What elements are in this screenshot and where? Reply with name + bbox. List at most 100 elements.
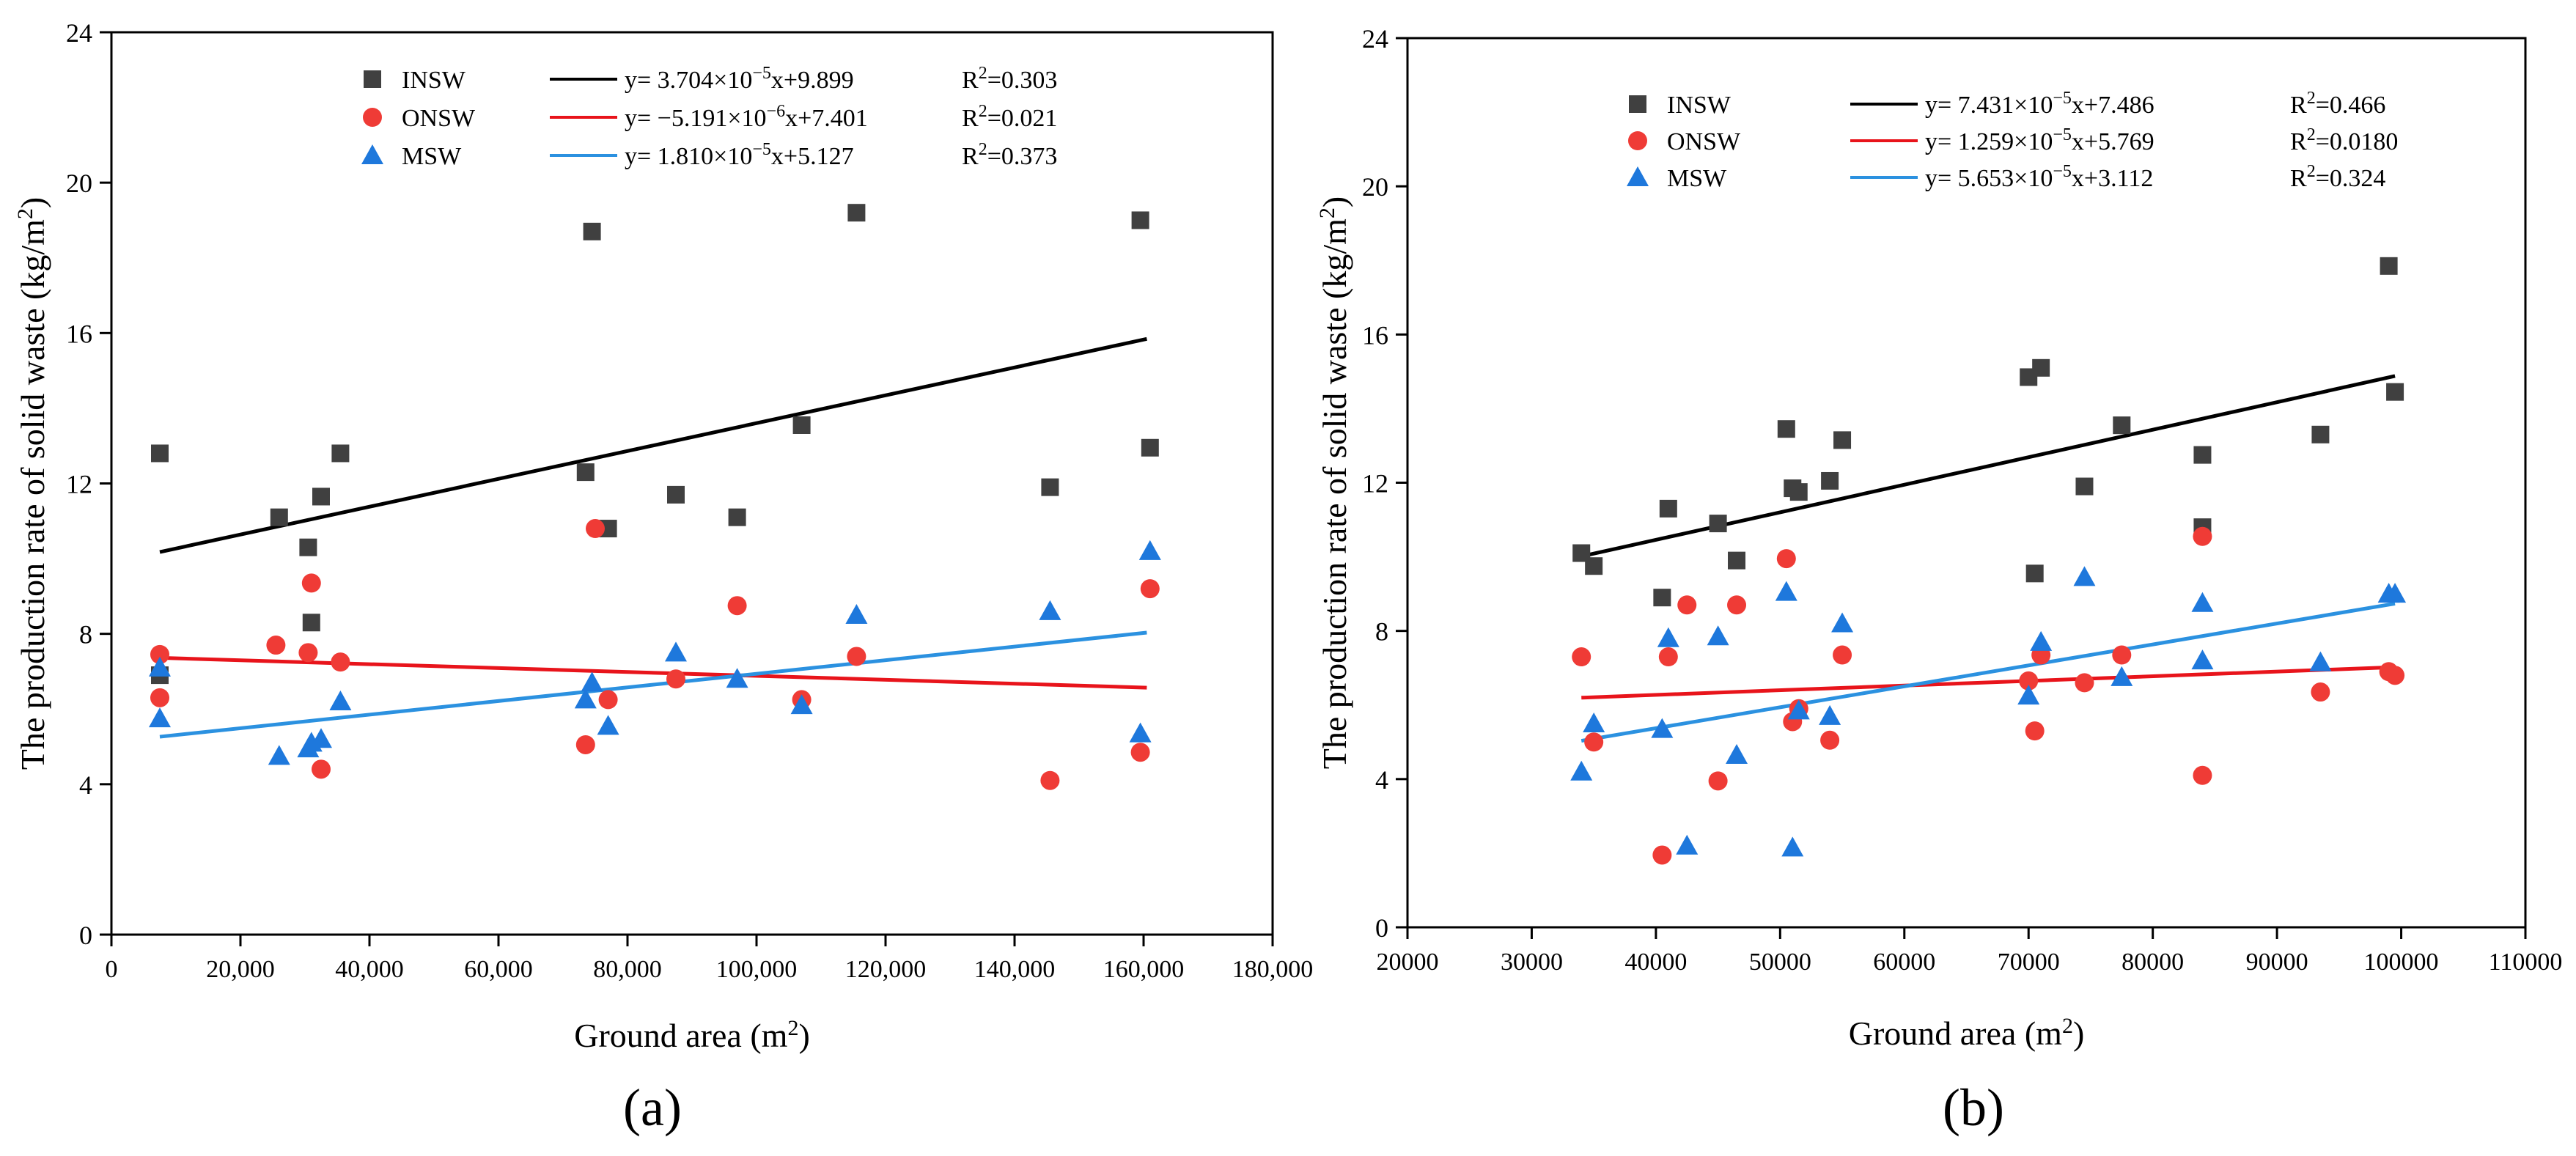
data-point-insw (1585, 557, 1603, 575)
data-point-msw (1781, 836, 1804, 857)
data-point-onsw (598, 690, 618, 710)
data-point-insw (302, 614, 320, 632)
x-tick-label: 100,000 (716, 956, 798, 983)
data-point-msw (1651, 718, 1674, 738)
data-point-onsw (1652, 845, 1672, 865)
data-point-insw (2193, 446, 2212, 464)
data-point-msw (1787, 699, 1810, 720)
x-tick-label: 60000 (1873, 949, 1935, 976)
fit-r2-insw: R2=0.466 (2290, 89, 2385, 119)
data-point-insw (847, 204, 866, 222)
data-point-onsw (1040, 770, 1060, 790)
data-point-onsw (2025, 721, 2045, 741)
data-point-onsw (847, 647, 866, 666)
data-point-msw (1657, 627, 1679, 647)
data-point-insw (1728, 551, 1746, 570)
x-tick-label: 0 (106, 956, 118, 983)
fit-r2-insw: R2=0.303 (962, 64, 1057, 94)
legend-label-msw: MSW (1667, 165, 1727, 192)
data-point-insw (299, 538, 317, 556)
chart-panel-b: 20000 30000 40000 50000 60000 70000 80000 90000… (1315, 24, 2563, 1137)
data-point-insw (2311, 425, 2330, 443)
data-point-onsw (1727, 595, 1747, 615)
data-point-insw (2386, 383, 2404, 401)
legend-marker-msw (361, 144, 383, 164)
data-point-msw (1676, 834, 1699, 855)
x-tick-label: 70000 (1998, 949, 2060, 976)
data-point-insw (1821, 471, 1839, 490)
data-point-onsw (2112, 645, 2132, 665)
data-point-msw (1138, 540, 1161, 560)
fit-r2-onsw: R2=0.0180 (2290, 125, 2398, 155)
data-point-insw (1041, 478, 1059, 496)
fit-equation-msw: y= 1.810×10−5x+5.127 (625, 140, 854, 170)
data-point-onsw (727, 596, 747, 616)
chart-panel-a: 0 20,000 40,000 60,000 80,000 100,000 120,000 1… (13, 18, 1314, 1137)
data-point-onsw (2019, 671, 2039, 691)
legend-label-onsw: ONSW (402, 105, 476, 132)
data-point-insw (1141, 438, 1159, 457)
data-point-msw (1775, 581, 1797, 601)
data-point-msw (845, 604, 868, 625)
legend-marker-insw (1629, 95, 1646, 113)
data-point-msw (268, 745, 290, 765)
y-tick-label: 24 (1362, 24, 1388, 54)
y-tick-label: 12 (1362, 469, 1388, 498)
data-point-msw (581, 671, 603, 692)
y-axis-title: The production rate of solid waste (kg/m… (1315, 196, 1354, 769)
data-point-onsw (666, 669, 685, 689)
fit-line-insw (1580, 374, 2396, 559)
data-point-insw (2032, 358, 2050, 377)
y-tick-label: 4 (79, 770, 92, 800)
y-tick-label: 24 (66, 18, 92, 48)
data-point-onsw (266, 636, 286, 655)
data-point-onsw (312, 759, 331, 779)
data-point-msw (149, 656, 171, 677)
data-point-msw (790, 694, 813, 715)
y-tick-label: 16 (1362, 320, 1388, 350)
data-point-msw (574, 688, 597, 709)
legend-marker-insw (364, 70, 381, 88)
data-point-onsw (2311, 682, 2330, 702)
data-point-insw (1777, 420, 1795, 438)
legend-label-onsw: ONSW (1667, 128, 1741, 155)
data-point-onsw (1820, 730, 1840, 750)
x-tick-label: 20000 (1377, 949, 1439, 976)
data-point-onsw (2075, 673, 2094, 693)
data-point-msw (726, 668, 748, 688)
data-point-onsw (1677, 595, 1697, 615)
fit-r2-msw: R2=0.324 (2290, 162, 2385, 192)
data-point-msw (1707, 625, 1729, 646)
legend-marker-onsw (1628, 131, 1647, 150)
data-point-insw (151, 444, 169, 463)
data-point-onsw (150, 644, 169, 664)
data-point-msw (310, 728, 332, 748)
x-tick-label: 80000 (2121, 949, 2184, 976)
data-point-insw (2025, 564, 2044, 583)
data-point-insw (331, 444, 350, 463)
data-point-onsw (1658, 647, 1678, 667)
data-point-onsw (1708, 771, 1728, 791)
data-point-msw (597, 715, 619, 735)
data-point-msw (1039, 600, 1061, 620)
data-point-onsw (1833, 645, 1852, 665)
data-point-insw (1833, 431, 1852, 449)
x-tick-label: 180,000 (1232, 956, 1314, 983)
panel-label: (b) (1943, 1078, 2004, 1137)
data-point-msw (1583, 713, 1605, 733)
fit-equation-insw: y= 3.704×10−5x+9.899 (625, 64, 854, 94)
data-point-msw (2111, 666, 2133, 686)
fit-equation-onsw: y= −5.191×10−6x+7.401 (625, 102, 868, 132)
data-point-insw (2113, 416, 2131, 435)
data-point-insw (667, 485, 685, 504)
data-point-msw (1831, 612, 1854, 633)
y-tick-label: 4 (1375, 765, 1388, 795)
x-tick-label: 40000 (1624, 949, 1687, 976)
data-point-msw (2073, 566, 2096, 586)
data-point-insw (583, 222, 601, 240)
y-tick-label: 20 (1362, 172, 1388, 202)
data-point-insw (1131, 211, 1149, 229)
data-point-onsw (150, 688, 169, 707)
fit-r2-msw: R2=0.373 (962, 140, 1057, 170)
